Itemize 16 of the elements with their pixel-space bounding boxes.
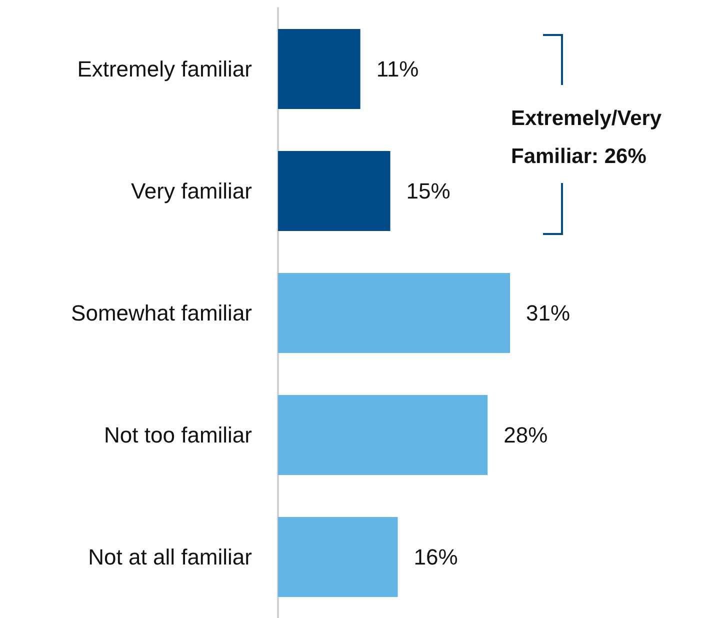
data-label: 15% (406, 178, 450, 204)
data-label: 16% (414, 544, 458, 570)
data-label: 11% (376, 56, 419, 82)
y-tick-label: Not at all familiar (88, 544, 252, 570)
y-tick-label: Somewhat familiar (71, 300, 252, 326)
data-label: 31% (526, 300, 570, 326)
data-label: 28% (504, 422, 548, 448)
bar (278, 517, 398, 597)
y-tick-label: Very familiar (130, 178, 252, 204)
bar (278, 395, 488, 475)
bar (278, 29, 360, 109)
bar (278, 151, 390, 231)
y-tick-label: Not too familiar (104, 422, 252, 448)
bar (278, 273, 510, 353)
text: Extremely/Very Familiar: 26% (511, 106, 663, 170)
y-tick-label: Extremely familiar (77, 56, 252, 82)
